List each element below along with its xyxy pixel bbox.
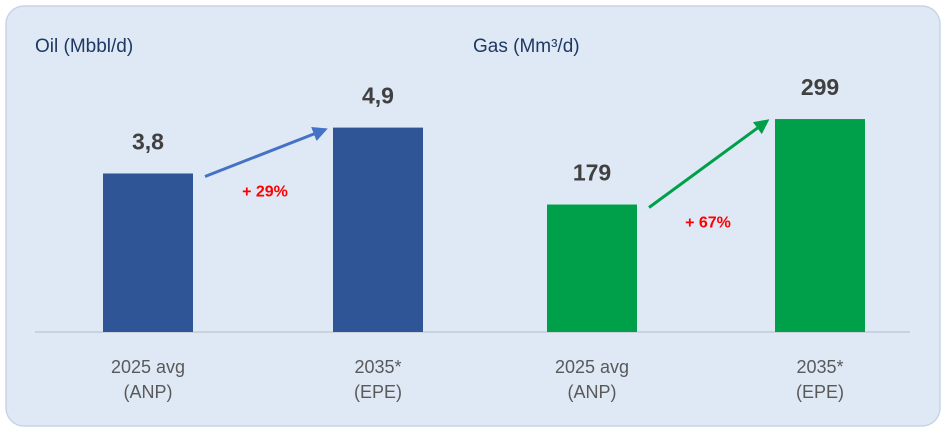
growth-arrow (648, 119, 770, 209)
bar (547, 204, 637, 332)
bar (103, 173, 193, 332)
value-label: 4,9 (362, 83, 394, 109)
value-label: 3,8 (132, 129, 164, 155)
x-tick-label: 2025 avg (555, 357, 629, 377)
value-label: 299 (801, 74, 839, 100)
growth-arrow (204, 126, 328, 178)
panel (5, 5, 941, 427)
x-tick-label: (ANP) (568, 382, 617, 402)
x-tick-label: (EPE) (796, 382, 844, 402)
bar (775, 119, 865, 333)
x-tick-label: (ANP) (124, 382, 173, 402)
growth-annotation: + 67% (685, 215, 731, 232)
x-tick-label: 2035* (354, 357, 401, 377)
growth-annotation: + 29% (242, 184, 288, 201)
chart-title: Gas (Mm³/d) (473, 36, 580, 57)
x-tick-label: (EPE) (354, 382, 402, 402)
bar (333, 127, 423, 332)
chart-title: Oil (Mbbl/d) (35, 36, 133, 57)
value-label: 179 (573, 160, 611, 186)
x-tick-label: 2035* (796, 357, 843, 377)
x-tick-label: 2025 avg (111, 357, 185, 377)
